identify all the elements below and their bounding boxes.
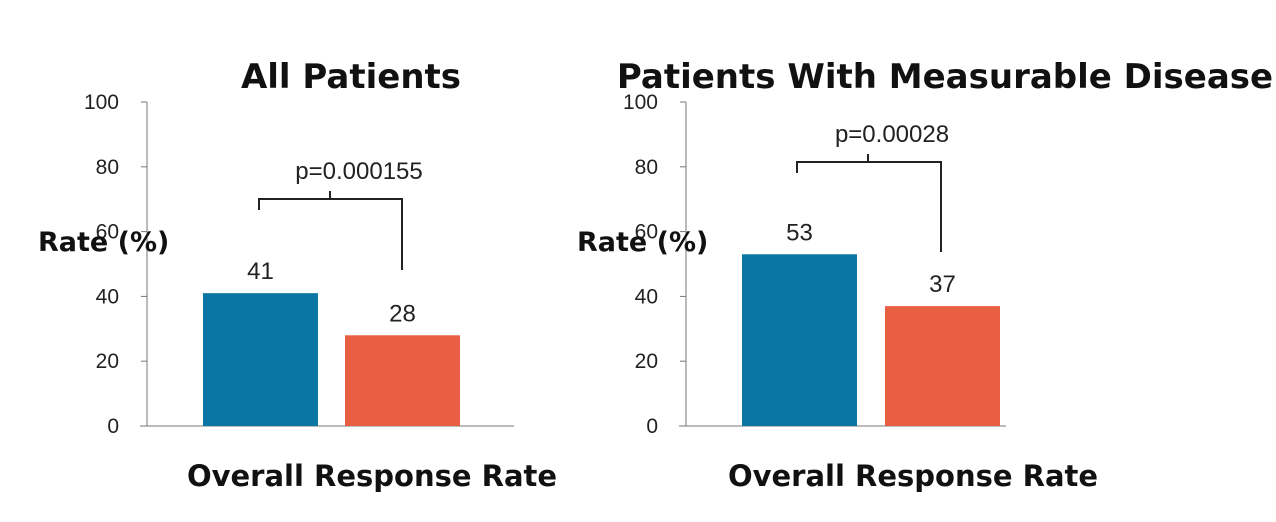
p-value-annotation: p=0.000155 xyxy=(295,158,422,185)
x-axis-label: Overall Response Rate xyxy=(187,459,557,493)
chart-all-patients: All Patients 0 20 40 60 80 100 41 28 p=0.00015… xyxy=(38,57,557,493)
y-tick-label: 60 xyxy=(96,221,119,244)
y-axis-ticks: 0 20 40 60 80 100 xyxy=(623,91,686,438)
y-tick-label: 80 xyxy=(635,156,658,179)
y-tick-label: 20 xyxy=(96,350,119,373)
bars xyxy=(203,293,460,426)
bar xyxy=(885,306,1000,426)
data-labels: 53 37 xyxy=(786,219,956,298)
y-tick-label: 0 xyxy=(107,415,119,438)
bar-value-label: 41 xyxy=(247,258,274,285)
bars xyxy=(742,254,1000,426)
y-tick-label: 80 xyxy=(96,156,119,179)
y-tick-label: 60 xyxy=(635,221,658,244)
y-tick-label: 40 xyxy=(96,285,119,308)
y-tick-label: 100 xyxy=(84,91,119,114)
bar-value-label: 53 xyxy=(786,219,813,246)
bar xyxy=(203,293,318,426)
bar-value-label: 37 xyxy=(929,271,956,298)
bar xyxy=(742,254,857,426)
x-axis-label: Overall Response Rate xyxy=(728,459,1098,493)
chart-measurable-disease: Patients With Measurable Disease 0 20 40 60… xyxy=(577,57,1273,493)
y-axis-label: Rate (%) xyxy=(38,227,169,258)
chart-title: Patients With Measurable Disease xyxy=(617,57,1273,97)
y-tick-label: 0 xyxy=(646,415,658,438)
significance-bracket xyxy=(796,154,942,252)
y-tick-label: 20 xyxy=(635,350,658,373)
y-axis-label: Rate (%) xyxy=(577,227,708,258)
bar-value-label: 28 xyxy=(389,300,416,327)
y-tick-label: 40 xyxy=(635,285,658,308)
significance-bracket xyxy=(258,191,403,270)
chart-title: All Patients xyxy=(241,57,461,97)
data-labels: 41 28 xyxy=(247,258,416,327)
p-value-annotation: p=0.00028 xyxy=(835,121,949,148)
bar xyxy=(345,335,460,426)
y-tick-label: 100 xyxy=(623,91,658,114)
y-axis-ticks: 0 20 40 60 80 100 xyxy=(84,91,147,438)
